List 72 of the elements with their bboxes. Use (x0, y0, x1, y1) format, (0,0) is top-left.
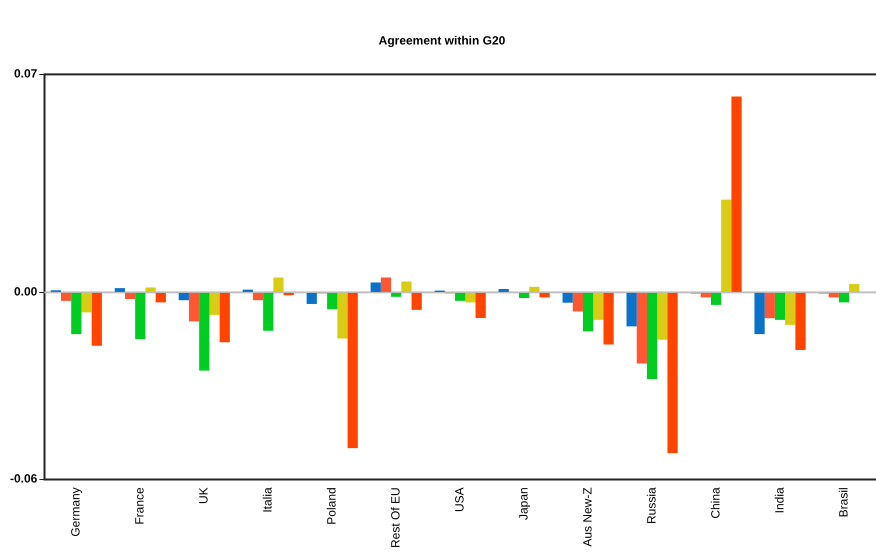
bar (626, 292, 637, 326)
bar (700, 292, 711, 298)
bar (306, 292, 317, 304)
bar (667, 292, 678, 454)
bar (603, 292, 614, 344)
bar (838, 292, 850, 302)
bar (273, 277, 284, 292)
y-tick-label: 0.00 (14, 284, 38, 299)
bar (156, 292, 166, 302)
bar (391, 292, 402, 297)
y-tick-label: 0.07 (14, 66, 38, 81)
y-tick-label: -0.06 (10, 472, 38, 486)
bar (199, 292, 210, 371)
bar (178, 292, 189, 300)
chart-title: Agreement within G20 (378, 34, 506, 48)
bar (721, 200, 732, 292)
x-tick-label: China (708, 487, 722, 519)
bar (849, 284, 860, 292)
bar (209, 292, 220, 315)
x-tick-label: Japan (516, 487, 530, 520)
bar (412, 292, 422, 310)
x-tick-label: UK (196, 487, 211, 504)
bar (252, 292, 264, 300)
bar (455, 292, 466, 301)
bar (795, 292, 806, 350)
bar (337, 292, 348, 339)
bar (327, 292, 338, 310)
bar (754, 292, 765, 334)
bar (636, 292, 647, 364)
bar (774, 292, 786, 320)
bar (188, 292, 200, 322)
bar (220, 292, 230, 342)
bar (145, 287, 156, 292)
x-tick-label: Brasil (836, 487, 850, 518)
bar (731, 96, 742, 292)
bar (529, 286, 540, 292)
bar (710, 292, 722, 305)
bar (540, 292, 550, 298)
bar (764, 292, 775, 318)
bar (348, 292, 358, 448)
bar (828, 292, 839, 298)
x-tick-label: Aus New-Z (580, 487, 594, 547)
bar (572, 292, 584, 312)
bar (785, 292, 796, 325)
x-tick-label: Germany (68, 487, 83, 537)
bar (646, 292, 658, 380)
bar (401, 282, 412, 292)
x-tick-label: Russia (644, 487, 658, 524)
x-tick-label: Poland (324, 487, 339, 525)
bar (263, 292, 274, 331)
bar (562, 292, 573, 303)
bar (498, 289, 509, 292)
bar (124, 292, 136, 299)
bar (583, 292, 594, 332)
bar (92, 292, 102, 346)
bar (380, 277, 392, 292)
x-tick-label: India (772, 487, 786, 514)
bar (135, 292, 146, 340)
bar (71, 292, 82, 334)
x-tick-label: Rest Of EU (388, 487, 403, 548)
bar (657, 292, 668, 340)
bar (60, 292, 72, 301)
bar (476, 292, 486, 318)
bar (114, 288, 125, 292)
x-tick-label: USA (452, 487, 466, 512)
bar (81, 292, 92, 312)
bar (370, 282, 381, 292)
x-tick-label: Italia (260, 487, 275, 513)
bar (593, 292, 604, 320)
bar (465, 292, 476, 302)
x-tick-label: France (132, 487, 147, 525)
bar (519, 292, 530, 298)
